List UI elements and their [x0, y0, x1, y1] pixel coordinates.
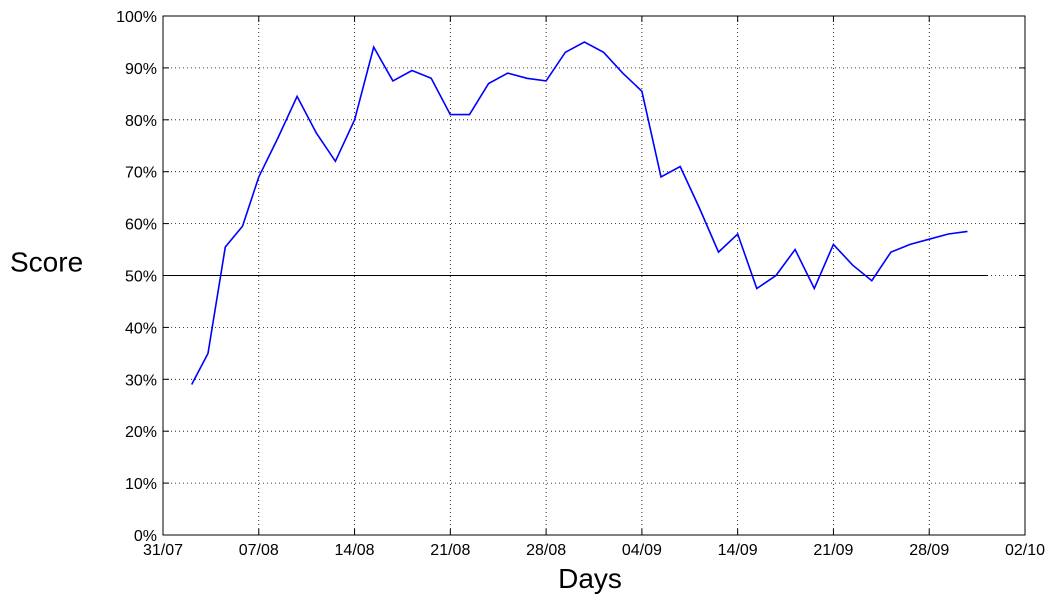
- y-tick-label: 70%: [125, 165, 157, 182]
- x-tick-label: 21/08: [430, 542, 470, 559]
- x-tick-label: 04/09: [622, 542, 662, 559]
- x-tick-label: 14/08: [335, 542, 375, 559]
- x-tick-label: 28/08: [526, 542, 566, 559]
- grid: [163, 16, 1025, 535]
- x-tick-label: 28/09: [909, 542, 949, 559]
- y-axis-label: Score: [10, 247, 83, 278]
- y-tick-label: 100%: [116, 9, 157, 26]
- y-tick-label: 30%: [125, 372, 157, 389]
- y-tick-label: 80%: [125, 113, 157, 130]
- x-tick-label: 14/09: [718, 542, 758, 559]
- x-tick-label: 07/08: [239, 542, 279, 559]
- y-axis-ticks: 0% 10% 20% 30% 40% 50% 60% 70% 80% 90% 100%: [116, 9, 1025, 545]
- y-tick-label: 40%: [125, 320, 157, 337]
- y-tick-label: 20%: [125, 424, 157, 441]
- y-tick-label: 60%: [125, 217, 157, 234]
- x-tick-label: 02/10: [1005, 542, 1045, 559]
- y-tick-label: 10%: [125, 476, 157, 493]
- x-axis-ticks: 31/07 07/08 14/08 21/08 28/08 04/09 14/09 21/09…: [143, 16, 1045, 559]
- y-tick-label: 0%: [134, 528, 157, 545]
- y-tick-label: 90%: [125, 61, 157, 78]
- x-tick-label: 21/09: [813, 542, 853, 559]
- x-axis-label: Days: [558, 563, 622, 594]
- x-tick-label: 31/07: [143, 542, 183, 559]
- score-series-line: [190, 41, 968, 385]
- y-tick-label: 50%: [125, 269, 157, 286]
